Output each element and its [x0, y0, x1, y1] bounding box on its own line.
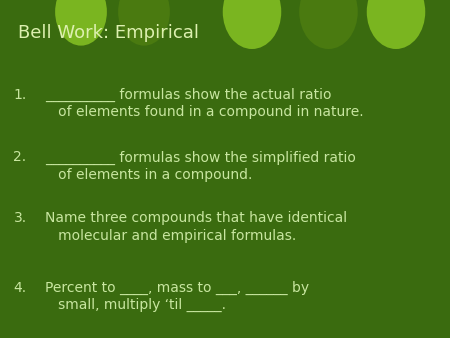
- Text: Bell Work: Empirical: Bell Work: Empirical: [18, 24, 199, 42]
- Text: 3.: 3.: [14, 211, 27, 225]
- Text: Name three compounds that have identical
   molecular and empirical formulas.: Name three compounds that have identical…: [45, 211, 347, 243]
- Text: 1.: 1.: [14, 88, 27, 102]
- Ellipse shape: [118, 0, 170, 46]
- Text: __________ formulas show the actual ratio
   of elements found in a compound in : __________ formulas show the actual rati…: [45, 88, 364, 119]
- Text: Percent to ____, mass to ___, ______ by
   small, multiply ‘til _____.: Percent to ____, mass to ___, ______ by …: [45, 281, 309, 312]
- Ellipse shape: [299, 0, 358, 49]
- Ellipse shape: [55, 0, 107, 46]
- Ellipse shape: [367, 0, 425, 49]
- Text: 4.: 4.: [14, 281, 27, 294]
- Ellipse shape: [223, 0, 281, 49]
- Text: __________ formulas show the simplified ratio
   of elements in a compound.: __________ formulas show the simplified …: [45, 150, 356, 182]
- Text: 2.: 2.: [14, 150, 27, 164]
